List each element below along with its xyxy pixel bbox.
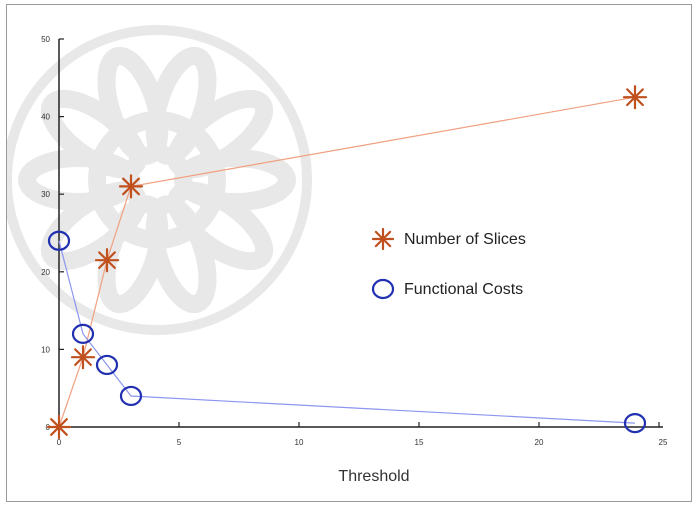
data-point-circle: [119, 385, 143, 407]
legend: Number of Slices Functional Costs: [371, 227, 526, 300]
data-point-circle: [95, 354, 119, 376]
data-point-circle: [623, 413, 647, 434]
data-point-asterisk: [70, 345, 96, 370]
legend-label: Functional Costs: [404, 281, 523, 298]
line-chart: 051015202501020304050 Threshold Number o…: [7, 25, 668, 485]
data-point-circle: [47, 230, 71, 251]
legend-marker-asterisk: [371, 227, 395, 251]
y-tick-label: 30: [41, 190, 50, 199]
x-tick-label: 0: [57, 438, 62, 447]
data-point-asterisk: [94, 248, 120, 273]
x-tick-label: 25: [659, 438, 668, 447]
watermark-logo: [7, 25, 312, 335]
data-point-asterisk: [46, 414, 72, 440]
data-point-asterisk: [118, 174, 144, 199]
x-tick-label: 15: [415, 438, 424, 447]
y-tick-label: 10: [41, 345, 50, 354]
y-tick-label: 50: [41, 35, 50, 44]
data-point-circle: [71, 323, 95, 344]
legend-label: Number of Slices: [404, 231, 526, 248]
x-tick-label: 20: [535, 438, 544, 447]
chart-frame: 051015202501020304050 Threshold Number o…: [6, 4, 692, 502]
data-point-asterisk: [622, 85, 648, 110]
x-axis-title: Threshold: [338, 468, 409, 485]
legend-marker-circle: [371, 278, 395, 300]
series-line-2: [58, 240, 636, 424]
x-tick-label: 10: [295, 438, 304, 447]
x-tick-label: 5: [177, 438, 182, 447]
y-tick-label: 40: [41, 113, 50, 122]
y-tick-label: 20: [41, 268, 50, 277]
